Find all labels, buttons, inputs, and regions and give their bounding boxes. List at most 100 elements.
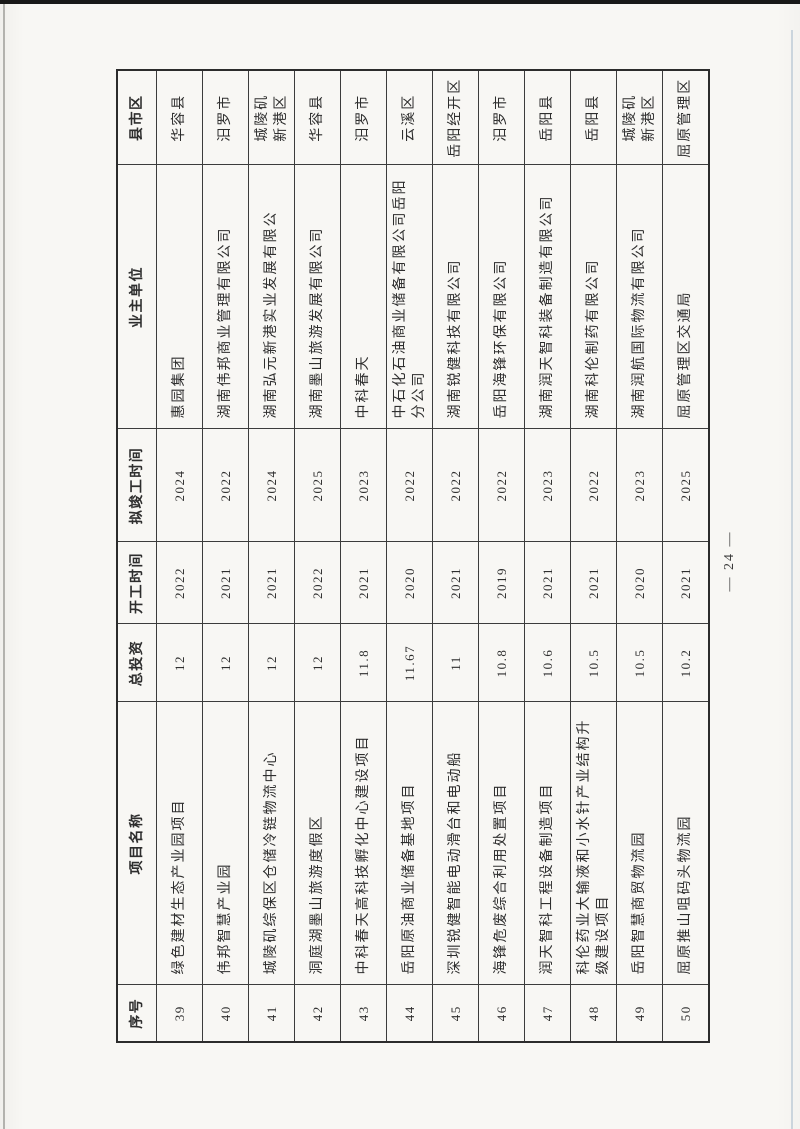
cell-no: 49	[616, 985, 663, 1042]
header-cell-name: 项目名称	[117, 702, 157, 985]
cell-start: 2020	[386, 542, 433, 624]
header-cell-start: 开工时间	[117, 542, 157, 624]
table-row: 47 润天智科工程设备制造项目 10.6 2021 2023 湖南润天智科装备制造有限公司…	[524, 70, 571, 1042]
cell-finish: 2023	[340, 429, 387, 542]
cell-district: 屈原管理区	[662, 70, 709, 165]
cell-start: 2021	[570, 542, 617, 624]
cell-no: 44	[386, 985, 433, 1042]
cell-district: 汨罗市	[202, 70, 249, 165]
scan-edge-left	[3, 4, 5, 1129]
cell-investment: 10.6	[524, 624, 571, 702]
header-cell-owner: 业主单位	[117, 165, 157, 429]
cell-investment: 12	[156, 624, 203, 702]
rotated-table-container: 序号 项目名称 总投资 开工时间 拟竣工时间 业主单位 县市区 39 绿色建材生态产业园项目 1…	[116, 69, 710, 1043]
cell-name: 屈原推山咀码头物流园	[662, 702, 709, 985]
header-cell-finish: 拟竣工时间	[117, 429, 157, 542]
cell-district: 城陵矶 新港区	[616, 70, 663, 165]
cell-name: 绿色建材生态产业园项目	[156, 702, 203, 985]
cell-no: 39	[156, 985, 203, 1042]
header-row: 序号 项目名称 总投资 开工时间 拟竣工时间 业主单位 县市区	[117, 70, 157, 1042]
cell-owner: 屈原管理区交通局	[662, 165, 709, 429]
cell-start: 2021	[432, 542, 479, 624]
table-row: 43 中科春天高科技孵化中心建设项目 11.8 2021 2023 中科春天 汨罗市	[340, 70, 387, 1042]
cell-finish: 2022	[202, 429, 249, 542]
cell-investment: 12	[202, 624, 249, 702]
cell-start: 2021	[662, 542, 709, 624]
cell-owner: 湖南润天智科装备制造有限公司	[524, 165, 571, 429]
cell-name: 海锋危废综合利用处置项目	[478, 702, 525, 985]
cell-owner: 湖南科伦制药有限公司	[570, 165, 617, 429]
cell-owner: 湖南墨山旅游发展有限公司	[294, 165, 341, 429]
table-row: 42 洞庭湖墨山旅游度假区 12 2022 2025 湖南墨山旅游发展有限公司 华容县	[294, 70, 341, 1042]
cell-finish: 2024	[156, 429, 203, 542]
cell-district: 华容县	[156, 70, 203, 165]
cell-no: 47	[524, 985, 571, 1042]
table-row: 44 岳阳原油商业储备基地项目 11.67 2020 2022 中石化石油商业储备有限公司…	[386, 70, 433, 1042]
table-row: 40 伟邦智慧产业园 12 2021 2022 湖南伟邦商业管理有限公司 汨罗市	[202, 70, 249, 1042]
cell-district: 城陵矶 新港区	[248, 70, 295, 165]
table-row: 41 城陵矶综保区仓储冷链物流中心 12 2021 2024 湖南弘元新港实业发展有限公城…	[248, 70, 295, 1042]
header-cell-no: 序号	[117, 985, 157, 1042]
cell-no: 50	[662, 985, 709, 1042]
cell-name: 科伦药业大输液和小水针产业结构升 级建设项目	[570, 702, 617, 985]
cell-name: 深圳锐健智能电动滑台和电动船	[432, 702, 479, 985]
cell-investment: 11	[432, 624, 479, 702]
project-table: 序号 项目名称 总投资 开工时间 拟竣工时间 业主单位 县市区 39 绿色建材生态产业园项目 1…	[116, 69, 710, 1043]
cell-finish: 2023	[524, 429, 571, 542]
cell-district: 岳阳县	[524, 70, 571, 165]
cell-finish: 2025	[662, 429, 709, 542]
cell-investment: 12	[248, 624, 295, 702]
cell-name: 中科春天高科技孵化中心建设项目	[340, 702, 387, 985]
scan-edge-top	[0, 0, 800, 4]
cell-investment: 12	[294, 624, 341, 702]
cell-investment: 10.5	[570, 624, 617, 702]
table-row: 46 海锋危废综合利用处置项目 10.8 2019 2022 岳阳海锋环保有限公司 汨罗市	[478, 70, 525, 1042]
cell-name: 伟邦智慧产业园	[202, 702, 249, 985]
cell-start: 2020	[616, 542, 663, 624]
cell-district: 汨罗市	[340, 70, 387, 165]
table-row: 48 科伦药业大输液和小水针产业结构升 级建设项目 10.5 2021 2022 湖南科伦…	[570, 70, 617, 1042]
cell-name: 城陵矶综保区仓储冷链物流中心	[248, 702, 295, 985]
cell-finish: 2025	[294, 429, 341, 542]
cell-district: 岳阳经开区	[432, 70, 479, 165]
cell-owner: 岳阳海锋环保有限公司	[478, 165, 525, 429]
cell-no: 41	[248, 985, 295, 1042]
cell-district: 汨罗市	[478, 70, 525, 165]
cell-no: 43	[340, 985, 387, 1042]
cell-finish: 2023	[616, 429, 663, 542]
cell-investment: 10.5	[616, 624, 663, 702]
cell-start: 2022	[294, 542, 341, 624]
cell-no: 42	[294, 985, 341, 1042]
cell-investment: 10.2	[662, 624, 709, 702]
cell-start: 2022	[156, 542, 203, 624]
cell-no: 45	[432, 985, 479, 1042]
cell-district: 华容县	[294, 70, 341, 165]
cell-owner: 湖南锐健科技有限公司	[432, 165, 479, 429]
table-row: 45 深圳锐健智能电动滑台和电动船 11 2021 2022 湖南锐健科技有限公司 岳阳经开…	[432, 70, 479, 1042]
cell-district: 云溪区	[386, 70, 433, 165]
cell-start: 2021	[248, 542, 295, 624]
table-body: 39 绿色建材生态产业园项目 12 2022 2024 惠园集团 华容县 40 伟邦智慧产业园 1…	[156, 70, 709, 1042]
cell-no: 46	[478, 985, 525, 1042]
scan-edge-right	[791, 30, 793, 1129]
cell-no: 40	[202, 985, 249, 1042]
page-number: — 24 —	[722, 530, 737, 592]
cell-owner: 湖南弘元新港实业发展有限公	[248, 165, 295, 429]
cell-name: 岳阳原油商业储备基地项目	[386, 702, 433, 985]
cell-finish: 2022	[570, 429, 617, 542]
cell-investment: 11.8	[340, 624, 387, 702]
cell-finish: 2022	[432, 429, 479, 542]
cell-start: 2021	[202, 542, 249, 624]
table-row: 39 绿色建材生态产业园项目 12 2022 2024 惠园集团 华容县	[156, 70, 203, 1042]
cell-finish: 2022	[386, 429, 433, 542]
cell-owner: 中石化石油商业储备有限公司岳阳 分公司	[386, 165, 433, 429]
cell-finish: 2022	[478, 429, 525, 542]
cell-no: 48	[570, 985, 617, 1042]
cell-start: 2021	[524, 542, 571, 624]
cell-name: 洞庭湖墨山旅游度假区	[294, 702, 341, 985]
cell-investment: 10.8	[478, 624, 525, 702]
cell-start: 2021	[340, 542, 387, 624]
cell-owner: 惠园集团	[156, 165, 203, 429]
cell-district: 岳阳县	[570, 70, 617, 165]
